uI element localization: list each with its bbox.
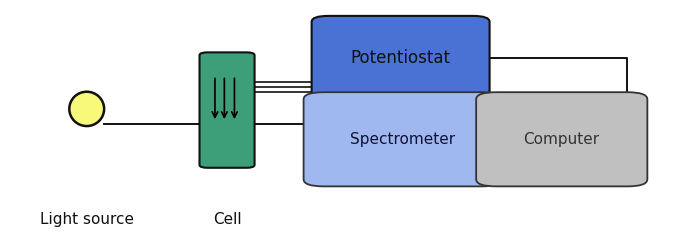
Text: Cell: Cell [213, 212, 242, 227]
FancyBboxPatch shape [303, 92, 502, 186]
Ellipse shape [69, 92, 104, 126]
Text: Light source: Light source [40, 212, 134, 227]
Text: Potentiostat: Potentiostat [350, 49, 450, 67]
Text: Spectrometer: Spectrometer [350, 132, 455, 147]
FancyBboxPatch shape [311, 16, 489, 99]
FancyBboxPatch shape [200, 52, 255, 168]
FancyBboxPatch shape [476, 92, 647, 186]
Text: Computer: Computer [523, 132, 599, 147]
